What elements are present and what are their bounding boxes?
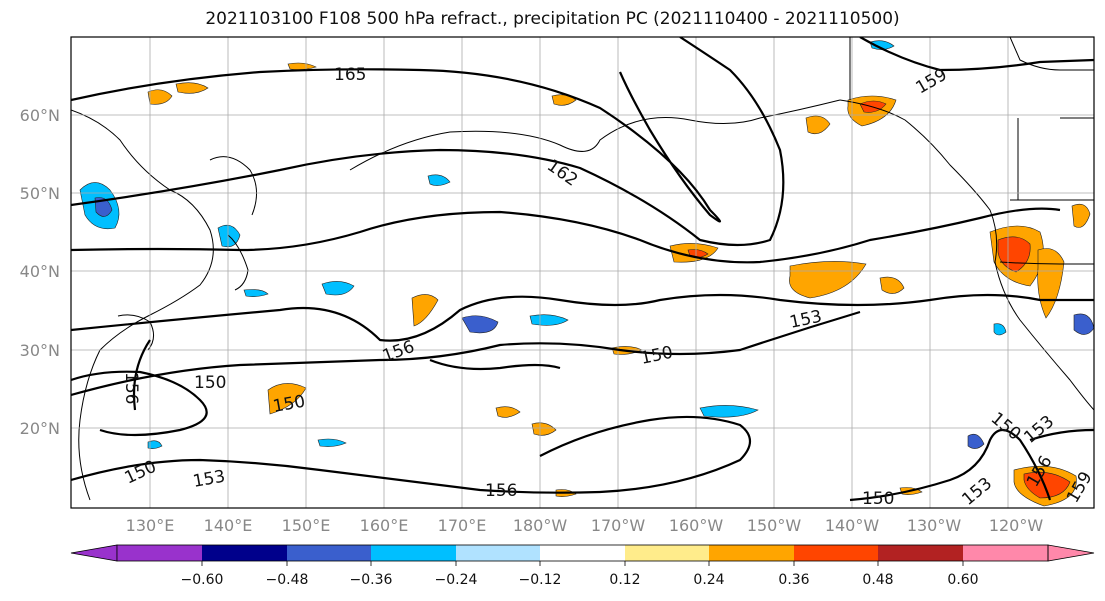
lon-tick-label: 180°W <box>513 516 568 535</box>
colorbar-tick-label: −0.12 <box>519 572 562 588</box>
colorbar-tick-label: −0.60 <box>181 572 224 588</box>
lon-tick-label: 130°W <box>907 516 962 535</box>
colorbar-segment <box>70 544 118 562</box>
lon-tick-label: 160°W <box>669 516 724 535</box>
colorbar-segment <box>456 545 540 561</box>
lat-tick-label: 20°N <box>20 419 60 438</box>
colorbar-segment <box>371 545 456 561</box>
colorbar-segment <box>709 545 794 561</box>
lon-axis: 130°E 140°E 150°E 160°E 170°E 180°W 170°… <box>126 516 1044 535</box>
colorbar-tick-label: −0.24 <box>435 572 478 588</box>
colorbar-segment <box>202 545 287 561</box>
colorbar-frame <box>116 544 1049 562</box>
colorbar-segment <box>794 545 878 561</box>
colorbar: −0.60 −0.48 −0.36 −0.24 −0.12 0.12 0.24 … <box>70 544 1095 588</box>
colorbar-tick-label: −0.36 <box>350 572 393 588</box>
lon-tick-label: 130°E <box>126 516 175 535</box>
colorbar-segment <box>963 545 1048 561</box>
coastlines <box>71 37 1094 501</box>
colorbar-tick-label: 0.60 <box>947 572 978 588</box>
contour-label: 150 <box>639 343 675 369</box>
colorbar-tick-label: 0.36 <box>778 572 809 588</box>
colorbar-ticks <box>201 561 964 566</box>
contour-label: 165 <box>334 65 366 85</box>
lat-tick-label: 40°N <box>20 262 60 281</box>
lon-tick-label: 170°E <box>438 516 487 535</box>
contour-label: 150 <box>122 457 160 489</box>
contour-label: 153 <box>788 307 824 333</box>
colorbar-tick-label: −0.48 <box>266 572 309 588</box>
contour-label: 150 <box>862 489 894 509</box>
graticule <box>71 37 1094 508</box>
refractivity-contours <box>71 37 1094 502</box>
colorbar-segment <box>625 545 709 561</box>
lon-tick-label: 140°E <box>204 516 253 535</box>
contour-label: 153 <box>191 467 226 492</box>
precip-shading <box>79 40 1094 507</box>
lon-tick-label: 150°E <box>282 516 331 535</box>
contour-label: 156 <box>121 372 141 404</box>
colorbar-segment <box>1047 544 1095 562</box>
contour-label: 153 <box>958 474 996 510</box>
colorbar-segment <box>287 545 371 561</box>
lat-axis: 60°N 50°N 40°N 30°N 20°N <box>20 106 60 438</box>
map-title: 2021103100 F108 500 hPa refract., precip… <box>205 9 900 29</box>
lat-tick-label: 60°N <box>20 106 60 125</box>
lat-tick-label: 30°N <box>20 341 60 360</box>
lon-tick-label: 150°W <box>747 516 802 535</box>
contour-label: 150 <box>271 392 306 417</box>
lon-tick-label: 170°W <box>591 516 646 535</box>
lon-tick-label: 160°E <box>360 516 409 535</box>
contour-labels: 165 162 159 156 156 156 153 153 153 150 … <box>121 65 1094 510</box>
lon-tick-label: 140°W <box>825 516 880 535</box>
lon-tick-label: 120°W <box>989 516 1044 535</box>
colorbar-segment <box>117 545 202 561</box>
map-frame <box>70 36 1095 509</box>
contour-label: 153 <box>1020 412 1058 448</box>
map-area: 165 162 159 156 156 156 153 153 153 150 … <box>71 37 1094 510</box>
colorbar-segment <box>540 545 625 561</box>
colorbar-tick-label: 0.48 <box>862 572 893 588</box>
colorbar-tick-label: 0.24 <box>693 572 724 588</box>
contour-label: 156 <box>485 481 517 501</box>
colorbar-segment <box>878 545 963 561</box>
colorbar-tick-label: 0.12 <box>609 572 640 588</box>
lat-tick-label: 50°N <box>20 184 60 203</box>
contour-label: 150 <box>194 373 226 393</box>
